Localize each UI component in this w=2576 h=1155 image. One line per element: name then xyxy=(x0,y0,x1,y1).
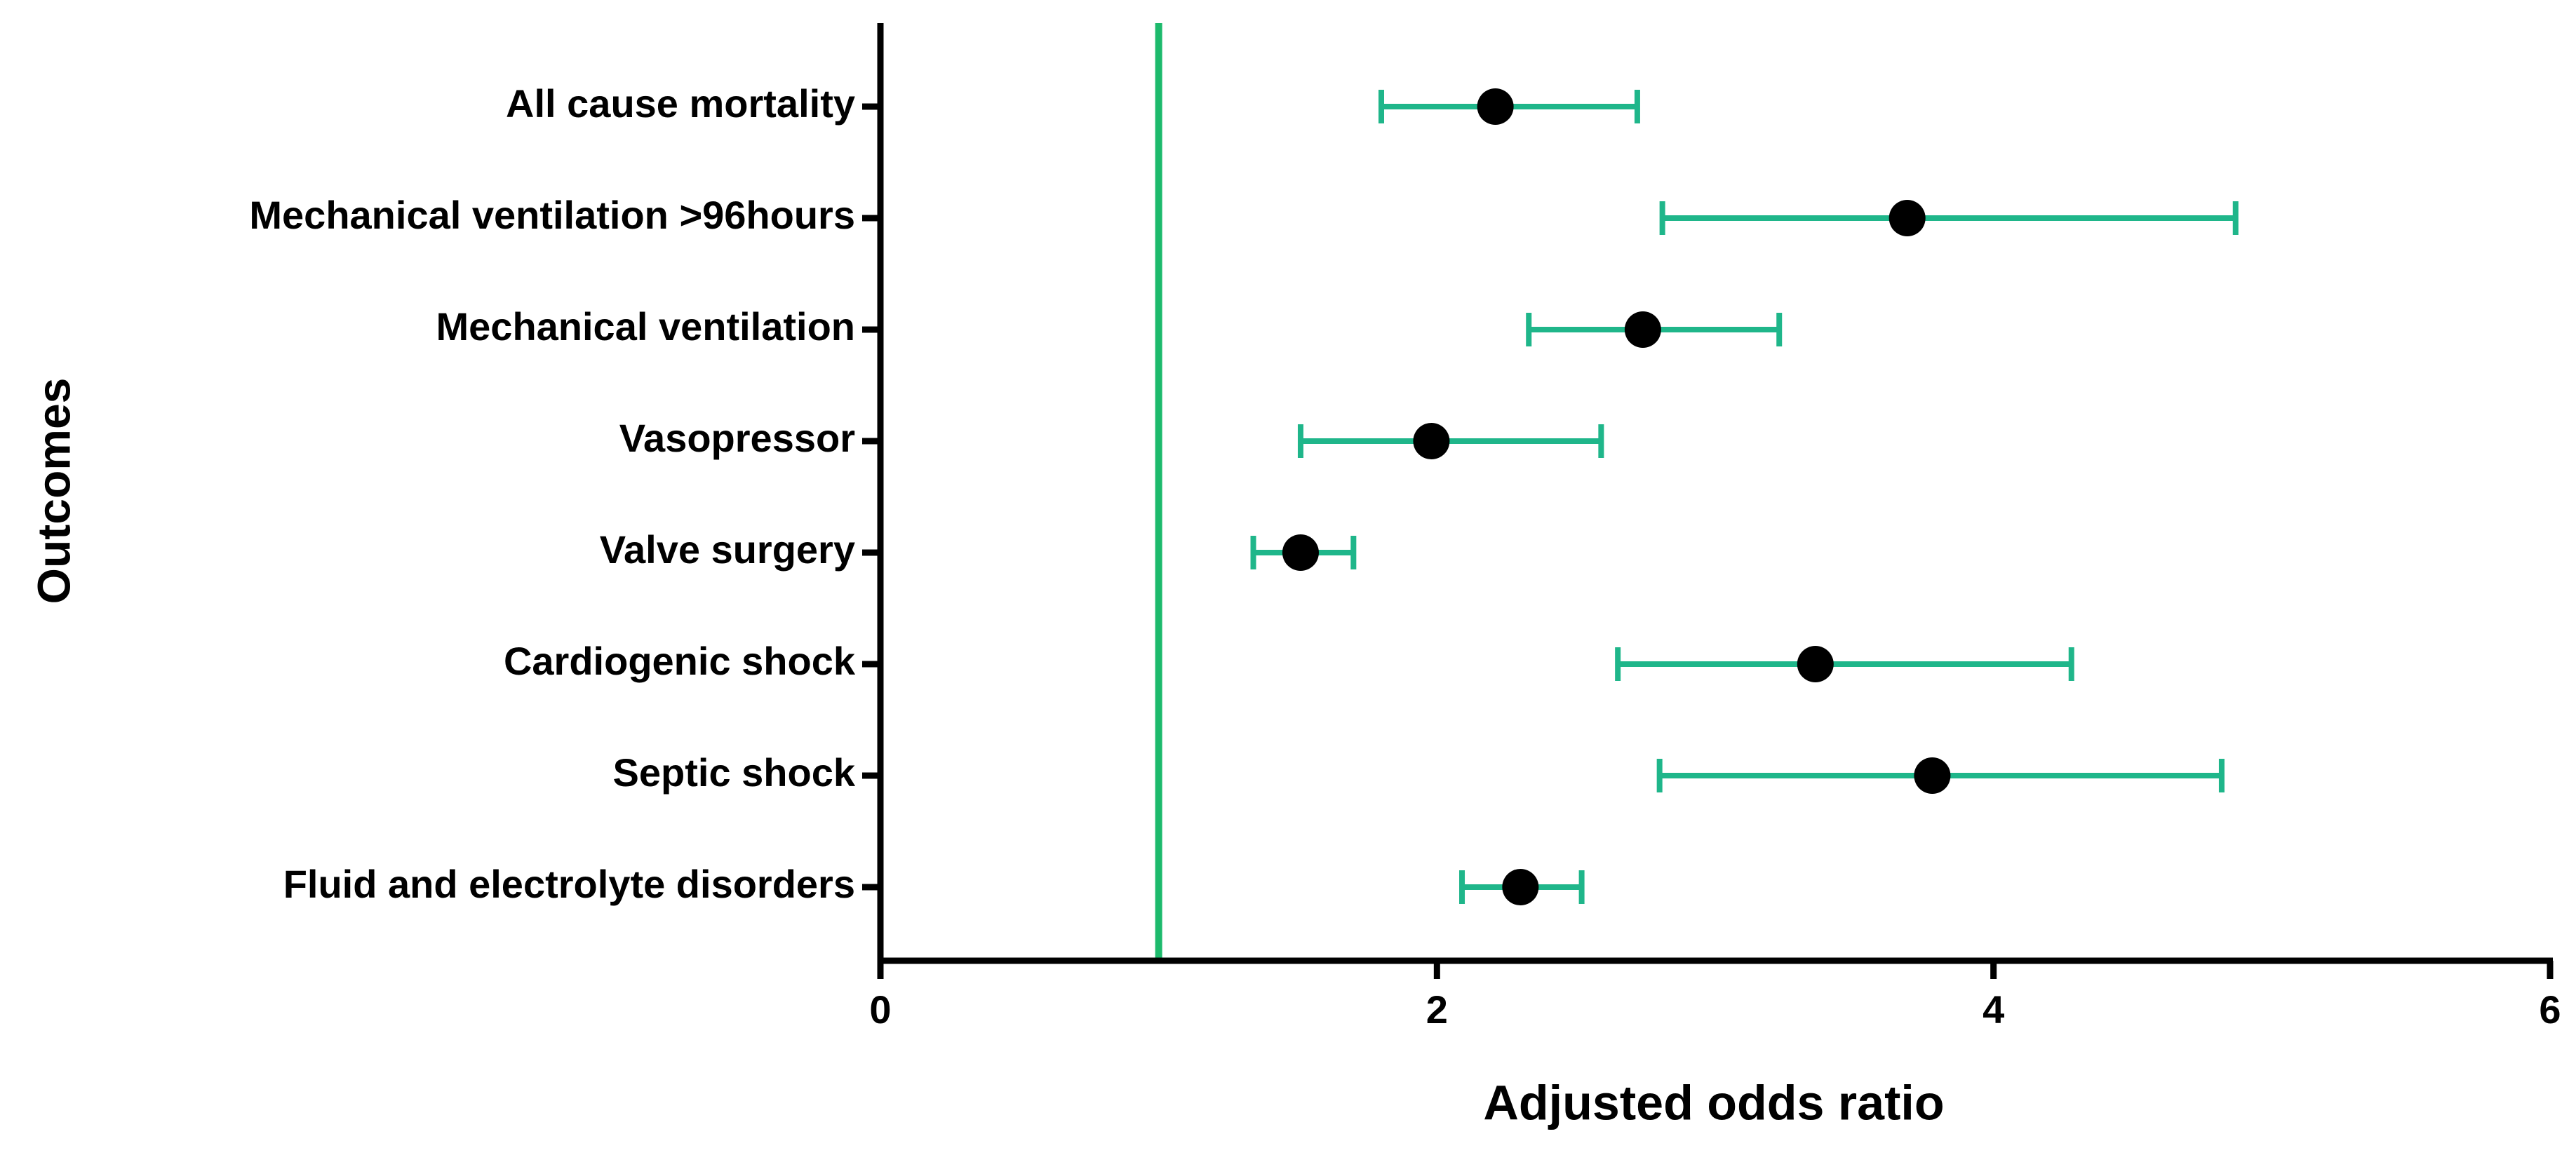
x-axis-title: Adjusted odds ratio xyxy=(1483,1075,1944,1130)
y-tick-label: Cardiogenic shock xyxy=(504,639,856,683)
point xyxy=(1502,869,1539,905)
point xyxy=(1282,534,1319,571)
point xyxy=(1477,88,1514,125)
point xyxy=(1889,200,1926,236)
y-tick-label: Vasopressor xyxy=(619,416,855,460)
x-tick-label: 2 xyxy=(1426,987,1448,1032)
y-tick-label: Septic shock xyxy=(613,750,856,795)
y-tick-label: Mechanical ventilation xyxy=(436,304,856,349)
x-tick-label: 6 xyxy=(2539,987,2561,1032)
y-tick-label: Mechanical ventilation >96hours xyxy=(249,193,855,237)
point xyxy=(1413,423,1450,459)
y-axis-title: Outcomes xyxy=(27,378,79,604)
point xyxy=(1624,311,1661,348)
x-tick-label: 0 xyxy=(869,987,891,1032)
y-tick-label: Fluid and electrolyte disorders xyxy=(283,862,855,906)
x-tick-label: 4 xyxy=(1983,987,2004,1032)
point xyxy=(1797,646,1834,682)
y-tick-label: Valve surgery xyxy=(600,527,855,572)
point xyxy=(1914,757,1951,794)
y-tick-label: All cause mortality xyxy=(506,81,855,126)
